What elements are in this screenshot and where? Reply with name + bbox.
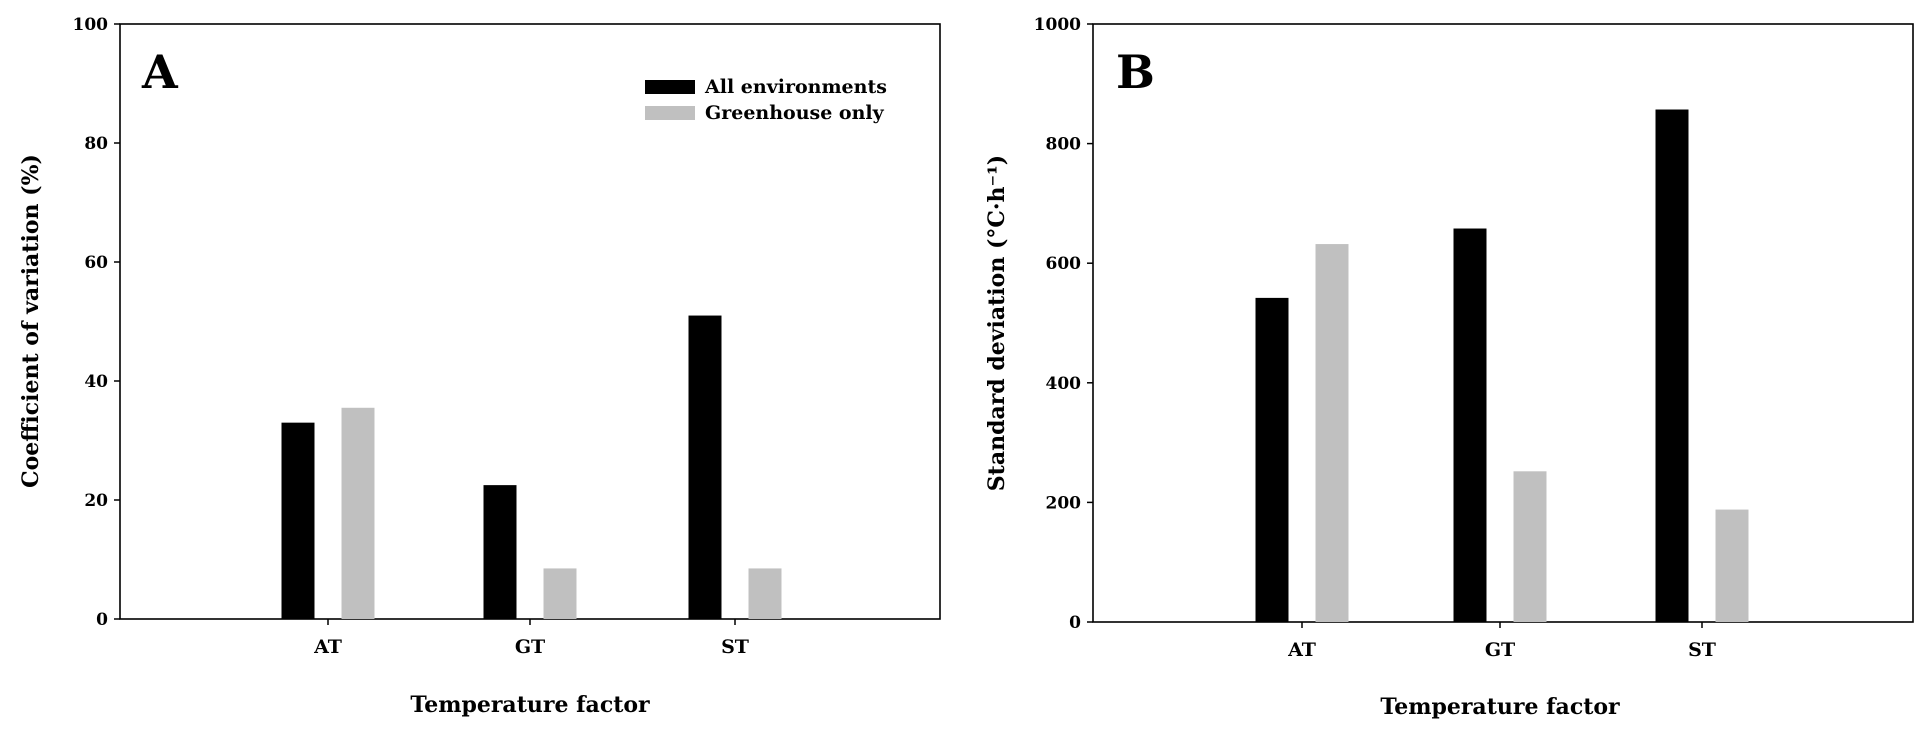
panel-a-bar-gt-greenhouse-only [543,568,577,619]
panel-a-y-tick-label: 20 [84,491,108,511]
panel-a-bar-at-all-environments [281,422,315,619]
panel-b-bar-gt-all-environments [1453,228,1487,623]
panel-a-x-tick-labels: AT GT ST [313,619,749,658]
panel-a-letter: A [141,45,179,99]
panel-a-bar-st-greenhouse-only [748,568,782,619]
panel-a-chart: 0 20 40 60 80 100 AT GT ST A Temperature factor… [18,15,941,718]
panel-a-y-ticks: 0 20 40 60 80 100 [73,15,120,630]
panel-a-bars [281,315,782,619]
panel-b-letter: B [1116,45,1155,99]
panel-b-chart: 0 200 400 600 800 1000 AT GT ST B Temperature f… [984,15,1914,720]
legend-label-all-environments: All environments [704,76,887,98]
panel-b-y-tick-label: 800 [1046,135,1082,155]
panel-b-y-tick-label: 400 [1046,374,1082,394]
panel-a-y-tick-label: 100 [73,15,109,35]
panel-b-bar-st-greenhouse-only [1715,509,1749,622]
panel-a-y-axis-title: Coefficient of variation (%) [18,154,44,488]
panel-b-x-tick-label-st: ST [1688,639,1716,661]
panel-a-x-tick-label-gt: GT [515,636,545,658]
panel-b-frame [1092,23,1914,623]
panel-a-x-tick-label-st: ST [721,636,749,658]
panel-b-x-tick-label-gt: GT [1485,639,1515,661]
panel-b-bar-at-all-environments [1255,297,1289,622]
panel-b-bars [1255,109,1749,623]
panel-a-bar-at-greenhouse-only [341,407,375,619]
panel-b-y-ticks: 0 200 400 600 800 1000 [1034,15,1093,633]
panel-b-y-axis-title: Standard deviation (°C·h⁻¹) [984,155,1010,491]
panel-a-y-tick-label: 60 [84,253,108,273]
panel-a-legend: All environments Greenhouse only [645,76,887,124]
legend-label-greenhouse-only: Greenhouse only [705,102,885,124]
panel-b-y-tick-label: 0 [1069,613,1081,633]
panel-b-bar-at-greenhouse-only [1315,244,1349,622]
panel-a-bar-st-all-environments [688,315,722,619]
panel-a-x-axis-title: Temperature factor [410,692,650,718]
panel-a-y-tick-label: 0 [96,610,108,630]
panel-b-x-tick-labels: AT GT ST [1287,622,1716,661]
panel-a-y-tick-label: 40 [84,372,108,392]
panel-b-y-tick-label: 600 [1046,254,1082,274]
panel-b-x-tick-label-at: AT [1287,639,1316,661]
panel-b-bar-st-all-environments [1655,109,1689,623]
legend-swatch-all-environments [645,80,695,94]
panel-b-y-tick-label: 200 [1046,493,1082,513]
panel-b-x-axis-title: Temperature factor [1380,694,1620,720]
panel-a-x-tick-label-at: AT [313,636,342,658]
panel-b-y-tick-label: 1000 [1034,15,1081,35]
panel-b-bar-gt-greenhouse-only [1513,471,1547,622]
panel-a-y-tick-label: 80 [84,134,108,154]
panel-a-bar-gt-all-environments [483,485,517,619]
legend-swatch-greenhouse-only [645,106,695,120]
